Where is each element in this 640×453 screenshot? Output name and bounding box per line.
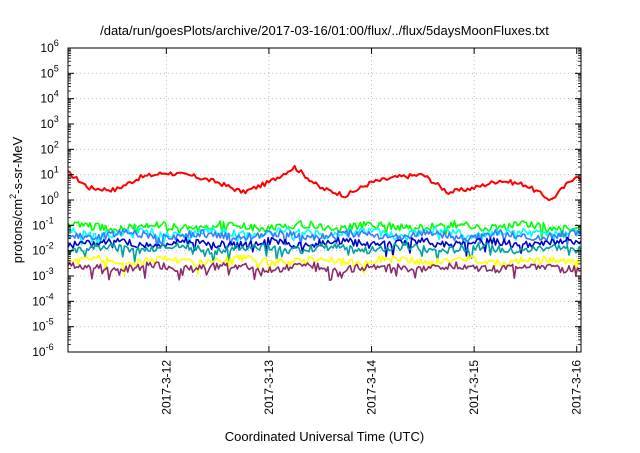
y-tick-labels: 106 105 104 103 102 101 100 10-1 10-2 10-3 10-4 10-… — [32, 38, 59, 359]
x-tick-label: 2017-3-12 — [159, 360, 173, 415]
y-tick-label: 10-1 — [32, 215, 53, 232]
y-tick-label: 10-2 — [32, 241, 53, 258]
series-line-6 — [67, 242, 582, 264]
plot-frame — [67, 47, 582, 353]
series-line-4 — [67, 228, 582, 249]
chart-grid — [68, 48, 581, 352]
y-tick-label: 10-4 — [32, 291, 53, 308]
series-line-8 — [67, 261, 582, 282]
chart-axes — [67, 47, 582, 353]
y-tick-label: 101 — [40, 165, 58, 182]
y-tick-label: 105 — [40, 63, 58, 80]
series-line-5 — [67, 236, 582, 258]
x-tick-label: 2017-3-16 — [570, 360, 584, 415]
y-tick-label: 102 — [40, 139, 58, 156]
chart-series — [67, 164, 582, 282]
y-tick-label: 106 — [40, 38, 58, 55]
x-tick-labels: 2017-3-12 2017-3-13 2017-3-14 2017-3-15 2017… — [159, 360, 583, 415]
x-tick-label: 2017-3-14 — [365, 360, 379, 415]
y-tick-label: 10-5 — [32, 317, 53, 334]
y-axis-label: protons/cm2-s-sr-MeV — [8, 136, 25, 263]
series-line-7 — [67, 254, 582, 276]
series-line-1 — [67, 164, 582, 202]
y-tick-label: 10-6 — [32, 342, 53, 359]
y-tick-label: 103 — [40, 114, 58, 131]
y-tick-label: 10-3 — [32, 266, 53, 283]
x-tick-label: 2017-3-13 — [262, 360, 276, 415]
y-tick-label: 104 — [40, 89, 58, 106]
x-tick-label: 2017-3-15 — [467, 360, 481, 415]
series-line-2 — [67, 220, 582, 239]
chart-title: /data/run/goesPlots/archive/2017-03-16/0… — [100, 23, 549, 38]
y-tick-label: 100 — [40, 190, 58, 207]
x-axis-label: Coordinated Universal Time (UTC) — [225, 429, 424, 444]
